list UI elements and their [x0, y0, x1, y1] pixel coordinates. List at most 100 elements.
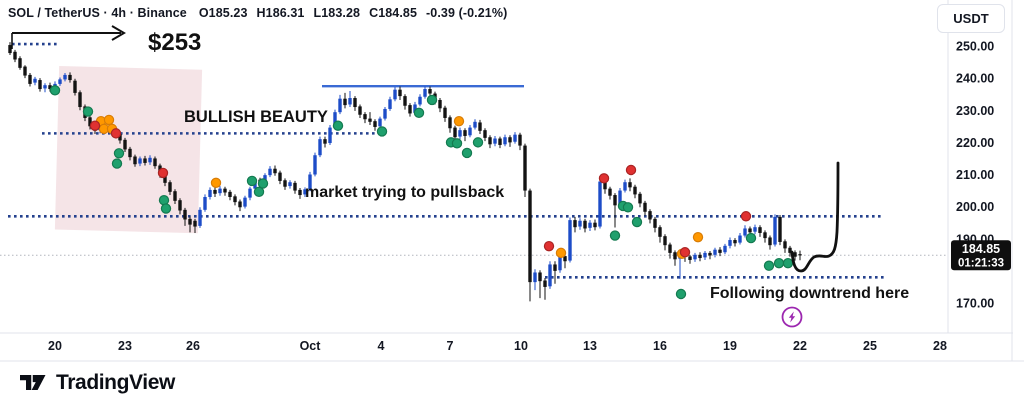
candle-body [668, 244, 672, 253]
candle [468, 125, 472, 138]
candle-body [518, 134, 522, 146]
candle-body [753, 227, 757, 232]
candle [368, 112, 372, 126]
candle [798, 250, 802, 261]
candle [88, 115, 92, 130]
projection-curve[interactable] [790, 161, 840, 273]
candle-body [633, 186, 637, 195]
candle [508, 135, 512, 147]
candle-body [453, 127, 457, 138]
candle-body [128, 148, 132, 158]
candle-body [638, 193, 642, 204]
candle-body [778, 216, 782, 242]
candle-body [238, 201, 242, 208]
time-axis-label[interactable]: 25 [863, 339, 877, 353]
annotation-pullback[interactable]: market trying to pullsback [305, 184, 504, 201]
candle-body [768, 237, 772, 246]
red-signal-dot [110, 128, 122, 139]
candle-body [613, 195, 617, 206]
time-axis-label[interactable]: 23 [118, 339, 132, 353]
candle [33, 76, 37, 86]
time-axis-label[interactable]: 7 [447, 339, 454, 353]
candle-body [673, 252, 677, 260]
price-axis-label[interactable]: 240.00 [956, 72, 994, 86]
orange-signal-dot [555, 247, 567, 259]
candle [648, 209, 652, 224]
green-signal-dot [745, 232, 757, 244]
time-axis-label[interactable]: 10 [514, 339, 528, 353]
candle-body [28, 74, 32, 84]
ohlc-high: H186.31 [256, 6, 305, 20]
green-signal-dot [773, 257, 785, 269]
candle-body [308, 174, 312, 190]
time-axis-label[interactable]: 19 [723, 339, 737, 353]
candle-body [478, 122, 482, 131]
candle [673, 250, 677, 266]
candle-body [493, 138, 497, 144]
candle [63, 72, 67, 82]
candle-body [598, 181, 602, 227]
candle-body [798, 254, 802, 256]
time-axis-label[interactable]: 26 [186, 339, 200, 353]
candle-body [173, 191, 177, 201]
candle-body [733, 240, 737, 244]
symbol-description[interactable]: SOL / TetherUS · 4h · Binance [8, 6, 187, 20]
price-axis-label[interactable]: 210.00 [956, 168, 994, 182]
ohlc-close: C184.85 [369, 6, 418, 20]
candle-body [538, 272, 542, 282]
time-axis-label[interactable]: Oct [300, 339, 322, 353]
candle-body [448, 117, 452, 129]
candle [78, 90, 82, 111]
tradingview-brand[interactable]: TradingView [20, 369, 175, 396]
ohlc-low: L183.28 [313, 6, 361, 20]
price-axis-label[interactable]: 200.00 [956, 200, 994, 214]
candle [523, 143, 527, 197]
candle-body [23, 66, 27, 76]
candle [598, 178, 602, 229]
currency-toggle-button[interactable]: USDT [937, 4, 1005, 33]
drawn-lines[interactable] [0, 42, 948, 279]
price-axis-label[interactable]: 250.00 [956, 40, 994, 54]
time-axis-label[interactable]: 22 [793, 339, 807, 353]
annotation-downtrend[interactable]: Following downtrend here [710, 285, 909, 302]
orange-signal-dot [453, 115, 465, 127]
axes[interactable]: 250.00240.00230.00220.00210.00200.00190.… [0, 0, 1024, 362]
candle [288, 180, 292, 189]
candle [303, 187, 307, 197]
price-axis-label[interactable]: 230.00 [956, 104, 994, 118]
candle-body [523, 145, 527, 191]
candle [768, 235, 772, 250]
time-axis-label[interactable]: 20 [48, 339, 62, 353]
candle [443, 105, 447, 122]
candle [338, 94, 342, 115]
green-signal-dot [257, 178, 269, 189]
annotation-bullish[interactable]: BULLISH BEAUTY [184, 108, 328, 126]
candle [373, 119, 377, 131]
annotation-target[interactable]: $253 [148, 29, 201, 56]
candle [218, 186, 222, 196]
text-annotations[interactable]: $253 BULLISH BEAUTY market trying to pulls… [148, 29, 909, 302]
candle [153, 156, 157, 169]
time-axis-label[interactable]: 4 [378, 339, 385, 353]
candle [653, 216, 657, 233]
candle-body [693, 254, 697, 260]
candle-body [578, 220, 582, 227]
time-axis-label[interactable]: 16 [653, 339, 667, 353]
candle [148, 155, 152, 165]
candle-body [458, 130, 462, 137]
lightning-icon[interactable] [781, 306, 803, 328]
candle-body [758, 227, 762, 233]
candle-body [508, 137, 512, 143]
candle [528, 188, 532, 302]
candle [293, 180, 297, 194]
candle-body [313, 155, 317, 175]
time-axis-label[interactable]: 13 [583, 339, 597, 353]
time-axis-label[interactable]: 28 [933, 339, 947, 353]
price-axis-label[interactable]: 220.00 [956, 136, 994, 150]
symbol-legend[interactable]: SOL / TetherUS · 4h · Binance O185.23 H186… [8, 6, 516, 20]
hand-drawings[interactable] [11, 25, 840, 328]
red-signal-dot [679, 247, 691, 258]
price-axis-label[interactable]: 170.00 [956, 297, 994, 311]
